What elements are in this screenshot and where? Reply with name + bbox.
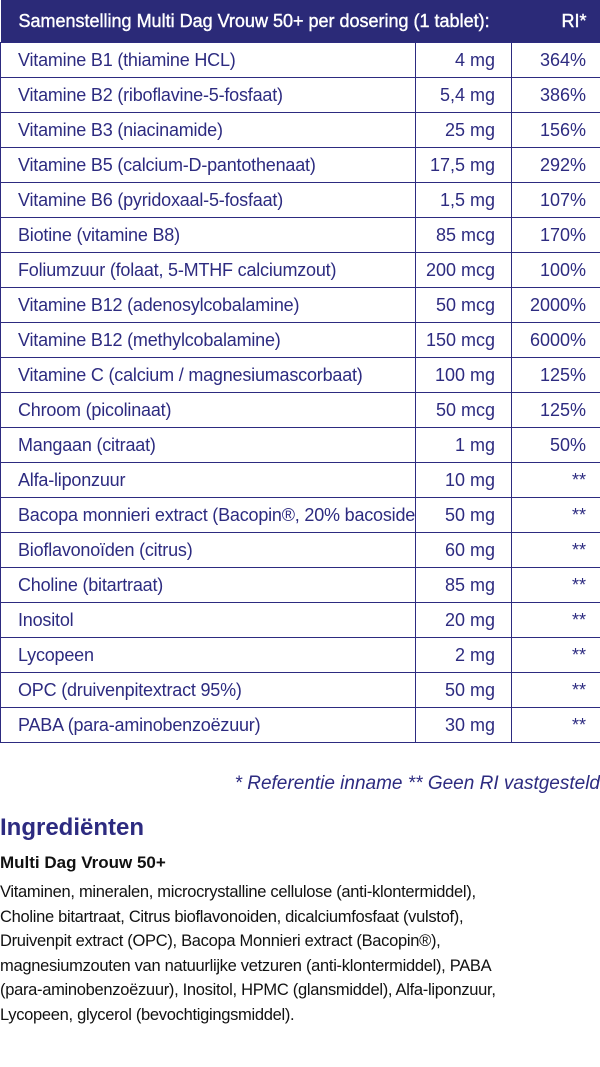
nutrient-amount: 4 mg	[414, 42, 513, 78]
ri-header: RI*	[511, 0, 600, 43]
nutrient-ri: **	[511, 462, 600, 498]
nutrient-amount: 17,5 mg	[414, 147, 513, 183]
table-row: Mangaan (citraat) 1 mg 50%	[0, 427, 600, 463]
ingredients-line: Druivenpit extract (OPC), Bacopa Monnier…	[0, 932, 441, 951]
nutrient-name: Choline (bitartraat)	[0, 567, 416, 603]
nutrient-ri: 6000%	[511, 322, 600, 358]
table-row: Vitamine B6 (pyridoxaal-5-fosfaat) 1,5 mg…	[0, 182, 600, 218]
nutrient-ri: 156%	[511, 112, 600, 148]
nutrient-name: Vitamine B2 (riboflavine-5-fosfaat)	[0, 77, 416, 113]
nutrient-ri: **	[511, 637, 600, 673]
nutrient-name: Inositol	[0, 602, 416, 638]
nutrient-ri: **	[511, 497, 600, 533]
table-row: Bacopa monnieri extract (Bacopin®, 20% b…	[0, 497, 600, 533]
nutrient-amount: 50 mcg	[414, 287, 513, 323]
nutrient-name: Chroom (picolinaat)	[0, 392, 416, 428]
table-row: Vitamine B3 (niacinamide) 25 mg 156%	[0, 112, 600, 148]
table-row: Vitamine B12 (adenosylcobalamine) 50 mcg 2…	[0, 287, 600, 323]
nutrient-name: Mangaan (citraat)	[0, 427, 416, 463]
nutrient-amount: 5,4 mg	[414, 77, 513, 113]
ingredients-line: magnesiumzouten van natuurlijke vetzuren…	[0, 956, 492, 975]
nutrient-ri: **	[511, 602, 600, 638]
nutrient-amount: 60 mg	[414, 532, 513, 568]
nutrient-ri: **	[511, 532, 600, 568]
table-row: Vitamine B12 (methylcobalamine) 150 mcg 60…	[0, 322, 600, 358]
nutrient-name: Vitamine B1 (thiamine HCL)	[0, 42, 416, 78]
nutrition-table: Samenstelling Multi Dag Vrouw 50+ per do…	[0, 0, 600, 743]
table-title: Samenstelling Multi Dag Vrouw 50+ per do…	[0, 0, 512, 43]
table-row: Chroom (picolinaat) 50 mcg 125%	[0, 392, 600, 428]
table-row: OPC (druivenpitextract 95%) 50 mg **	[0, 672, 600, 708]
nutrient-name: Vitamine C (calcium / magnesiumascorbaat…	[0, 357, 416, 393]
table-row: Inositol 20 mg **	[0, 602, 600, 638]
nutrient-amount: 10 mg	[414, 462, 513, 498]
product-name: Multi Dag Vrouw 50+	[0, 853, 166, 872]
nutrient-amount: 85 mg	[414, 567, 513, 603]
nutrient-ri: **	[511, 707, 600, 743]
nutrient-ri: **	[511, 672, 600, 708]
nutrient-ri: 2000%	[511, 287, 600, 323]
nutrient-ri: 170%	[511, 217, 600, 253]
nutrient-name: Bacopa monnieri extract (Bacopin®, 20% b…	[0, 497, 416, 533]
nutrient-name: Foliumzuur (folaat, 5-MTHF calciumzout)	[0, 252, 416, 288]
nutrient-amount: 50 mg	[414, 672, 513, 708]
table-row: Lycopeen 2 mg **	[0, 637, 600, 673]
nutrient-amount: 30 mg	[414, 707, 513, 743]
table-header: Samenstelling Multi Dag Vrouw 50+ per do…	[0, 0, 600, 43]
ingredients-line: Choline bitartraat, Citrus bioflavonoide…	[0, 907, 464, 926]
table-row: PABA (para-aminobenzoëzuur) 30 mg **	[0, 707, 600, 743]
nutrient-amount: 1 mg	[414, 427, 513, 463]
nutrient-name: Vitamine B6 (pyridoxaal-5-fosfaat)	[0, 182, 416, 218]
nutrient-amount: 100 mg	[414, 357, 513, 393]
nutrient-amount: 1,5 mg	[414, 182, 513, 218]
nutrient-ri: 292%	[511, 147, 600, 183]
ingredients-text: Vitaminen, mineralen, microcrystalline c…	[0, 880, 496, 1028]
nutrient-ri: 107%	[511, 182, 600, 218]
ingredients-line: Vitaminen, mineralen, microcrystalline c…	[0, 883, 476, 901]
table-row: Vitamine C (calcium / magnesiumascorbaat…	[0, 357, 600, 393]
nutrient-name: Bioflavonoïden (citrus)	[0, 532, 416, 568]
nutrient-ri: 100%	[511, 252, 600, 288]
footnote: * Referentie inname ** Geen RI vastgeste…	[234, 773, 600, 794]
table-row: Vitamine B5 (calcium-D-pantothenaat) 17,5…	[0, 147, 600, 183]
ingredients-title: Ingrediënten	[0, 814, 145, 841]
nutrient-amount: 85 mcg	[414, 217, 513, 253]
ingredients-line: Lycopeen, glycerol (bevochtigingsmiddel)…	[0, 1005, 295, 1024]
nutrient-amount: 200 mcg	[414, 252, 513, 288]
nutrient-name: Alfa-liponzuur	[0, 462, 416, 498]
nutrient-ri: 125%	[511, 392, 600, 428]
table-row: Vitamine B1 (thiamine HCL) 4 mg 364%	[0, 42, 600, 78]
nutrient-ri: 364%	[511, 42, 600, 78]
nutrient-name: Vitamine B3 (niacinamide)	[0, 112, 416, 148]
nutrient-amount: 2 mg	[414, 637, 513, 673]
table-row: Foliumzuur (folaat, 5-MTHF calciumzout) 2…	[0, 252, 600, 288]
nutrient-name: Vitamine B12 (adenosylcobalamine)	[0, 287, 416, 323]
table-row: Vitamine B2 (riboflavine-5-fosfaat) 5,4 m…	[0, 77, 600, 113]
nutrient-amount: 50 mcg	[414, 392, 513, 428]
table-row: Biotine (vitamine B8) 85 mcg 170%	[0, 217, 600, 253]
nutrient-ri: 50%	[511, 427, 600, 463]
nutrient-ri: **	[511, 567, 600, 603]
ingredients-line: (para-aminobenzoëzuur), Inositol, HPMC (…	[0, 981, 496, 1000]
nutrient-name: Lycopeen	[0, 637, 416, 673]
nutrient-ri: 125%	[511, 357, 600, 393]
nutrient-amount: 50 mg	[414, 497, 513, 533]
nutrient-name: OPC (druivenpitextract 95%)	[0, 672, 416, 708]
nutrient-name: PABA (para-aminobenzoëzuur)	[0, 707, 416, 743]
table-row: Alfa-liponzuur 10 mg **	[0, 462, 600, 498]
nutrient-name: Vitamine B12 (methylcobalamine)	[0, 322, 416, 358]
table-row: Choline (bitartraat) 85 mg **	[0, 567, 600, 603]
nutrient-amount: 20 mg	[414, 602, 513, 638]
nutrient-amount: 25 mg	[414, 112, 513, 148]
table-row: Bioflavonoïden (citrus) 60 mg **	[0, 532, 600, 568]
nutrient-amount: 150 mcg	[414, 322, 513, 358]
nutrient-name: Biotine (vitamine B8)	[0, 217, 416, 253]
nutrient-name: Vitamine B5 (calcium-D-pantothenaat)	[0, 147, 416, 183]
nutrient-ri: 386%	[511, 77, 600, 113]
